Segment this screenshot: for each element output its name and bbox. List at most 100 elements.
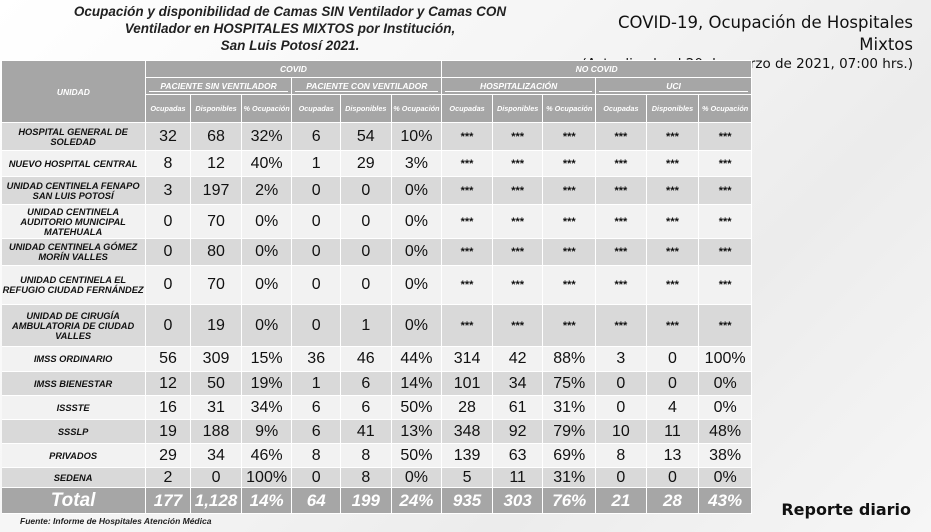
value-cell: *** [595, 122, 647, 151]
value-cell: 139 [441, 443, 493, 468]
sub-column-header: Disponibles [491, 94, 544, 123]
value-cell: 309 [190, 346, 242, 372]
value-cell: *** [492, 176, 544, 205]
value-cell: 0 [291, 467, 341, 488]
value-cell: 50% [391, 443, 443, 468]
value-cell: 0% [391, 238, 443, 266]
value-cell: 3% [391, 150, 443, 177]
value-cell: *** [542, 122, 597, 151]
value-cell: *** [492, 204, 544, 239]
value-cell: 50% [391, 395, 443, 420]
value-cell: 28 [441, 395, 493, 420]
unit-name-cell: PRIVADOS [1, 443, 146, 468]
value-cell: 32 [145, 122, 192, 151]
unit-name-cell: UNIDAD DE CIRUGÍA AMBULATORIA DE CIUDAD … [1, 304, 146, 347]
value-cell: *** [441, 265, 493, 305]
column-header-no-covid: NO COVID [441, 60, 752, 78]
table-row: ISSSTE 16 31 34% 6 6 50% 28 61 31% 0 4 0% [1, 395, 752, 420]
value-cell: 14% [391, 371, 443, 396]
table-row: UNIDAD DE CIRUGÍA AMBULATORIA DE CIUDAD … [1, 304, 752, 347]
value-cell: 314 [441, 346, 493, 372]
value-cell: *** [698, 304, 752, 347]
value-cell: *** [595, 304, 647, 347]
title-line: San Luis Potosí 2021. [220, 38, 360, 53]
sub-column-header: % Ocupación [390, 94, 443, 123]
total-value-cell: 935 [441, 487, 493, 514]
unit-name-cell: IMSS BIENESTAR [1, 371, 146, 396]
value-cell: *** [646, 238, 700, 266]
value-cell: *** [698, 122, 752, 151]
value-cell: 8 [291, 443, 341, 468]
value-cell: 0 [646, 346, 700, 372]
value-cell: 80 [190, 238, 242, 266]
unit-name-cell: UNIDAD CENTINELA AUDITORIO MUNICIPAL MAT… [1, 204, 146, 239]
value-cell: 0 [340, 265, 392, 305]
table-row: IMSS ORDINARIO 56 309 15% 36 46 44% 314 42 88% 3 0 1… [1, 346, 752, 372]
value-cell: *** [646, 122, 700, 151]
value-cell: 6 [291, 122, 341, 151]
title-line: Ventilador en HOSPITALES MIXTOS por Inst… [124, 21, 456, 36]
total-label: Total [1, 487, 146, 514]
value-cell: 8 [340, 467, 392, 488]
value-cell: 1 [340, 304, 392, 347]
value-cell: 88% [542, 346, 597, 372]
value-cell: 0 [145, 204, 192, 239]
value-cell: 46 [340, 346, 392, 372]
value-cell: 0 [145, 304, 192, 347]
value-cell: *** [646, 304, 700, 347]
value-cell: 46% [241, 443, 293, 468]
value-cell: 6 [340, 371, 392, 396]
value-cell: *** [492, 150, 544, 177]
value-cell: 1 [291, 371, 341, 396]
value-cell: 13 [646, 443, 700, 468]
value-cell: 50 [190, 371, 242, 396]
value-cell: 19 [145, 419, 192, 444]
value-cell: 6 [291, 419, 341, 444]
value-cell: *** [441, 238, 493, 266]
table-row: SEDENA 2 0 100% 0 8 0% 5 11 31% 0 0 0% [1, 467, 752, 488]
value-cell: *** [492, 238, 544, 266]
value-cell: 0% [241, 304, 293, 347]
value-cell: *** [646, 150, 700, 177]
value-cell: *** [542, 150, 597, 177]
total-value-cell: 76% [542, 487, 597, 514]
value-cell: 101 [441, 371, 493, 396]
value-cell: 29 [145, 443, 192, 468]
value-cell: 0% [698, 395, 752, 420]
value-cell: 0% [698, 467, 752, 488]
value-cell: 0 [291, 265, 341, 305]
value-cell: 0% [241, 204, 293, 239]
value-cell: 0 [145, 238, 192, 266]
value-cell: 0% [698, 371, 752, 396]
sub-column-header: Ocupadas [291, 94, 341, 123]
sub-column-header: Disponibles [339, 94, 392, 123]
value-cell: 61 [492, 395, 544, 420]
total-value-cell: 14% [241, 487, 293, 514]
value-cell: *** [698, 204, 752, 239]
value-cell: *** [646, 204, 700, 239]
value-cell: 3 [145, 176, 192, 205]
total-value-cell: 64 [291, 487, 341, 514]
title-line: Ocupación y disponibilidad de Camas SIN … [73, 4, 507, 19]
value-cell: *** [441, 304, 493, 347]
occupancy-table: UNIDAD COVID NO COVID PACIENTE SIN VENTI… [1, 60, 752, 514]
total-value-cell: 177 [145, 487, 192, 514]
value-cell: *** [492, 122, 544, 151]
total-value-cell: 24% [391, 487, 443, 514]
total-value-cell: 43% [698, 487, 752, 514]
value-cell: 0% [391, 176, 443, 205]
value-cell: *** [698, 238, 752, 266]
value-cell: 1 [291, 150, 341, 177]
value-cell: 48% [698, 419, 752, 444]
value-cell: *** [646, 265, 700, 305]
table-row: UNIDAD CENTINELA AUDITORIO MUNICIPAL MAT… [1, 204, 752, 239]
value-cell: 63 [492, 443, 544, 468]
unit-name-cell: UNIDAD CENTINELA GÓMEZ MORÍN VALLES [1, 238, 146, 266]
value-cell: 15% [241, 346, 293, 372]
value-cell: 6 [291, 395, 341, 420]
value-cell: 3 [595, 346, 647, 372]
value-cell: *** [646, 176, 700, 205]
total-row: Total 177 1,128 14% 64 199 24% 935 303 76% 21 28 43% [1, 487, 752, 514]
sub-column-header: Disponibles [645, 94, 700, 123]
value-cell: 2 [145, 467, 192, 488]
